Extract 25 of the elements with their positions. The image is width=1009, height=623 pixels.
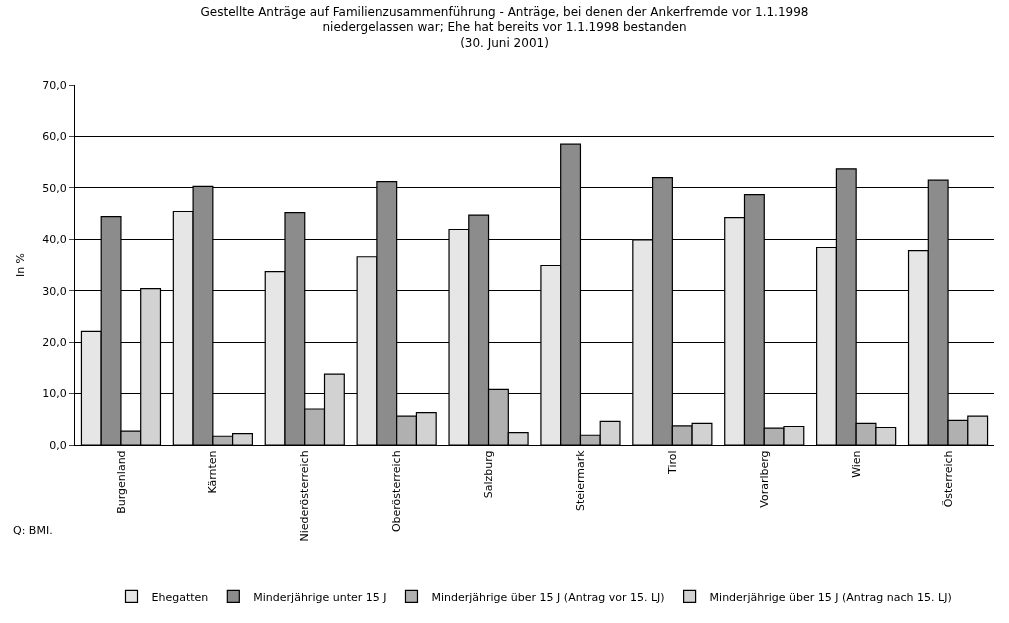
x-tick-label: Tirol xyxy=(665,450,679,475)
legend-label: Minderjährige über 15 J (Antrag nach 15. LJ) xyxy=(709,590,952,604)
y-tick-label: 70,0 xyxy=(42,78,67,92)
x-tick-label: Vorarlberg xyxy=(757,450,771,508)
x-tick-label: Steiermark xyxy=(574,449,588,511)
y-tick-label: 10,0 xyxy=(42,387,67,401)
y-axis-title: In % xyxy=(13,252,27,278)
legend-label: Ehegatten xyxy=(151,590,209,604)
x-tick-label: Burgenland xyxy=(114,450,128,514)
y-tick-label: 20,0 xyxy=(42,335,67,349)
y-tick-label: 60,0 xyxy=(42,130,67,144)
y-tick-label: 0,0 xyxy=(49,438,67,452)
y-tick-label: 40,0 xyxy=(42,233,67,247)
x-tick-label: Wien xyxy=(849,450,863,478)
text: Q: BMI. xyxy=(13,524,53,537)
x-tick-label: Kärnten xyxy=(206,450,220,494)
y-tick-label: 50,0 xyxy=(42,181,67,195)
legend-label: Minderjährige über 15 J (Antrag vor 15. LJ) xyxy=(431,590,665,604)
x-tick-label: Niederösterreich xyxy=(298,450,312,542)
chart-title: Gestellte Anträge auf Familienzusammenführung - Anträge, bei denen der Ankerfremde vor 1.1.1998 niedergelassen war; Ehe hat bereits vor 1.1.1998 bestanden (30. Juni 2001) xyxy=(200,4,809,50)
legend-label: Minderjährige unter 15 J xyxy=(253,590,387,604)
x-tick-label: Oberösterreich xyxy=(390,450,404,533)
x-tick-label: Österreich xyxy=(941,450,955,508)
y-tick-label: 30,0 xyxy=(42,284,67,298)
x-tick-label: Salzburg xyxy=(482,450,496,499)
